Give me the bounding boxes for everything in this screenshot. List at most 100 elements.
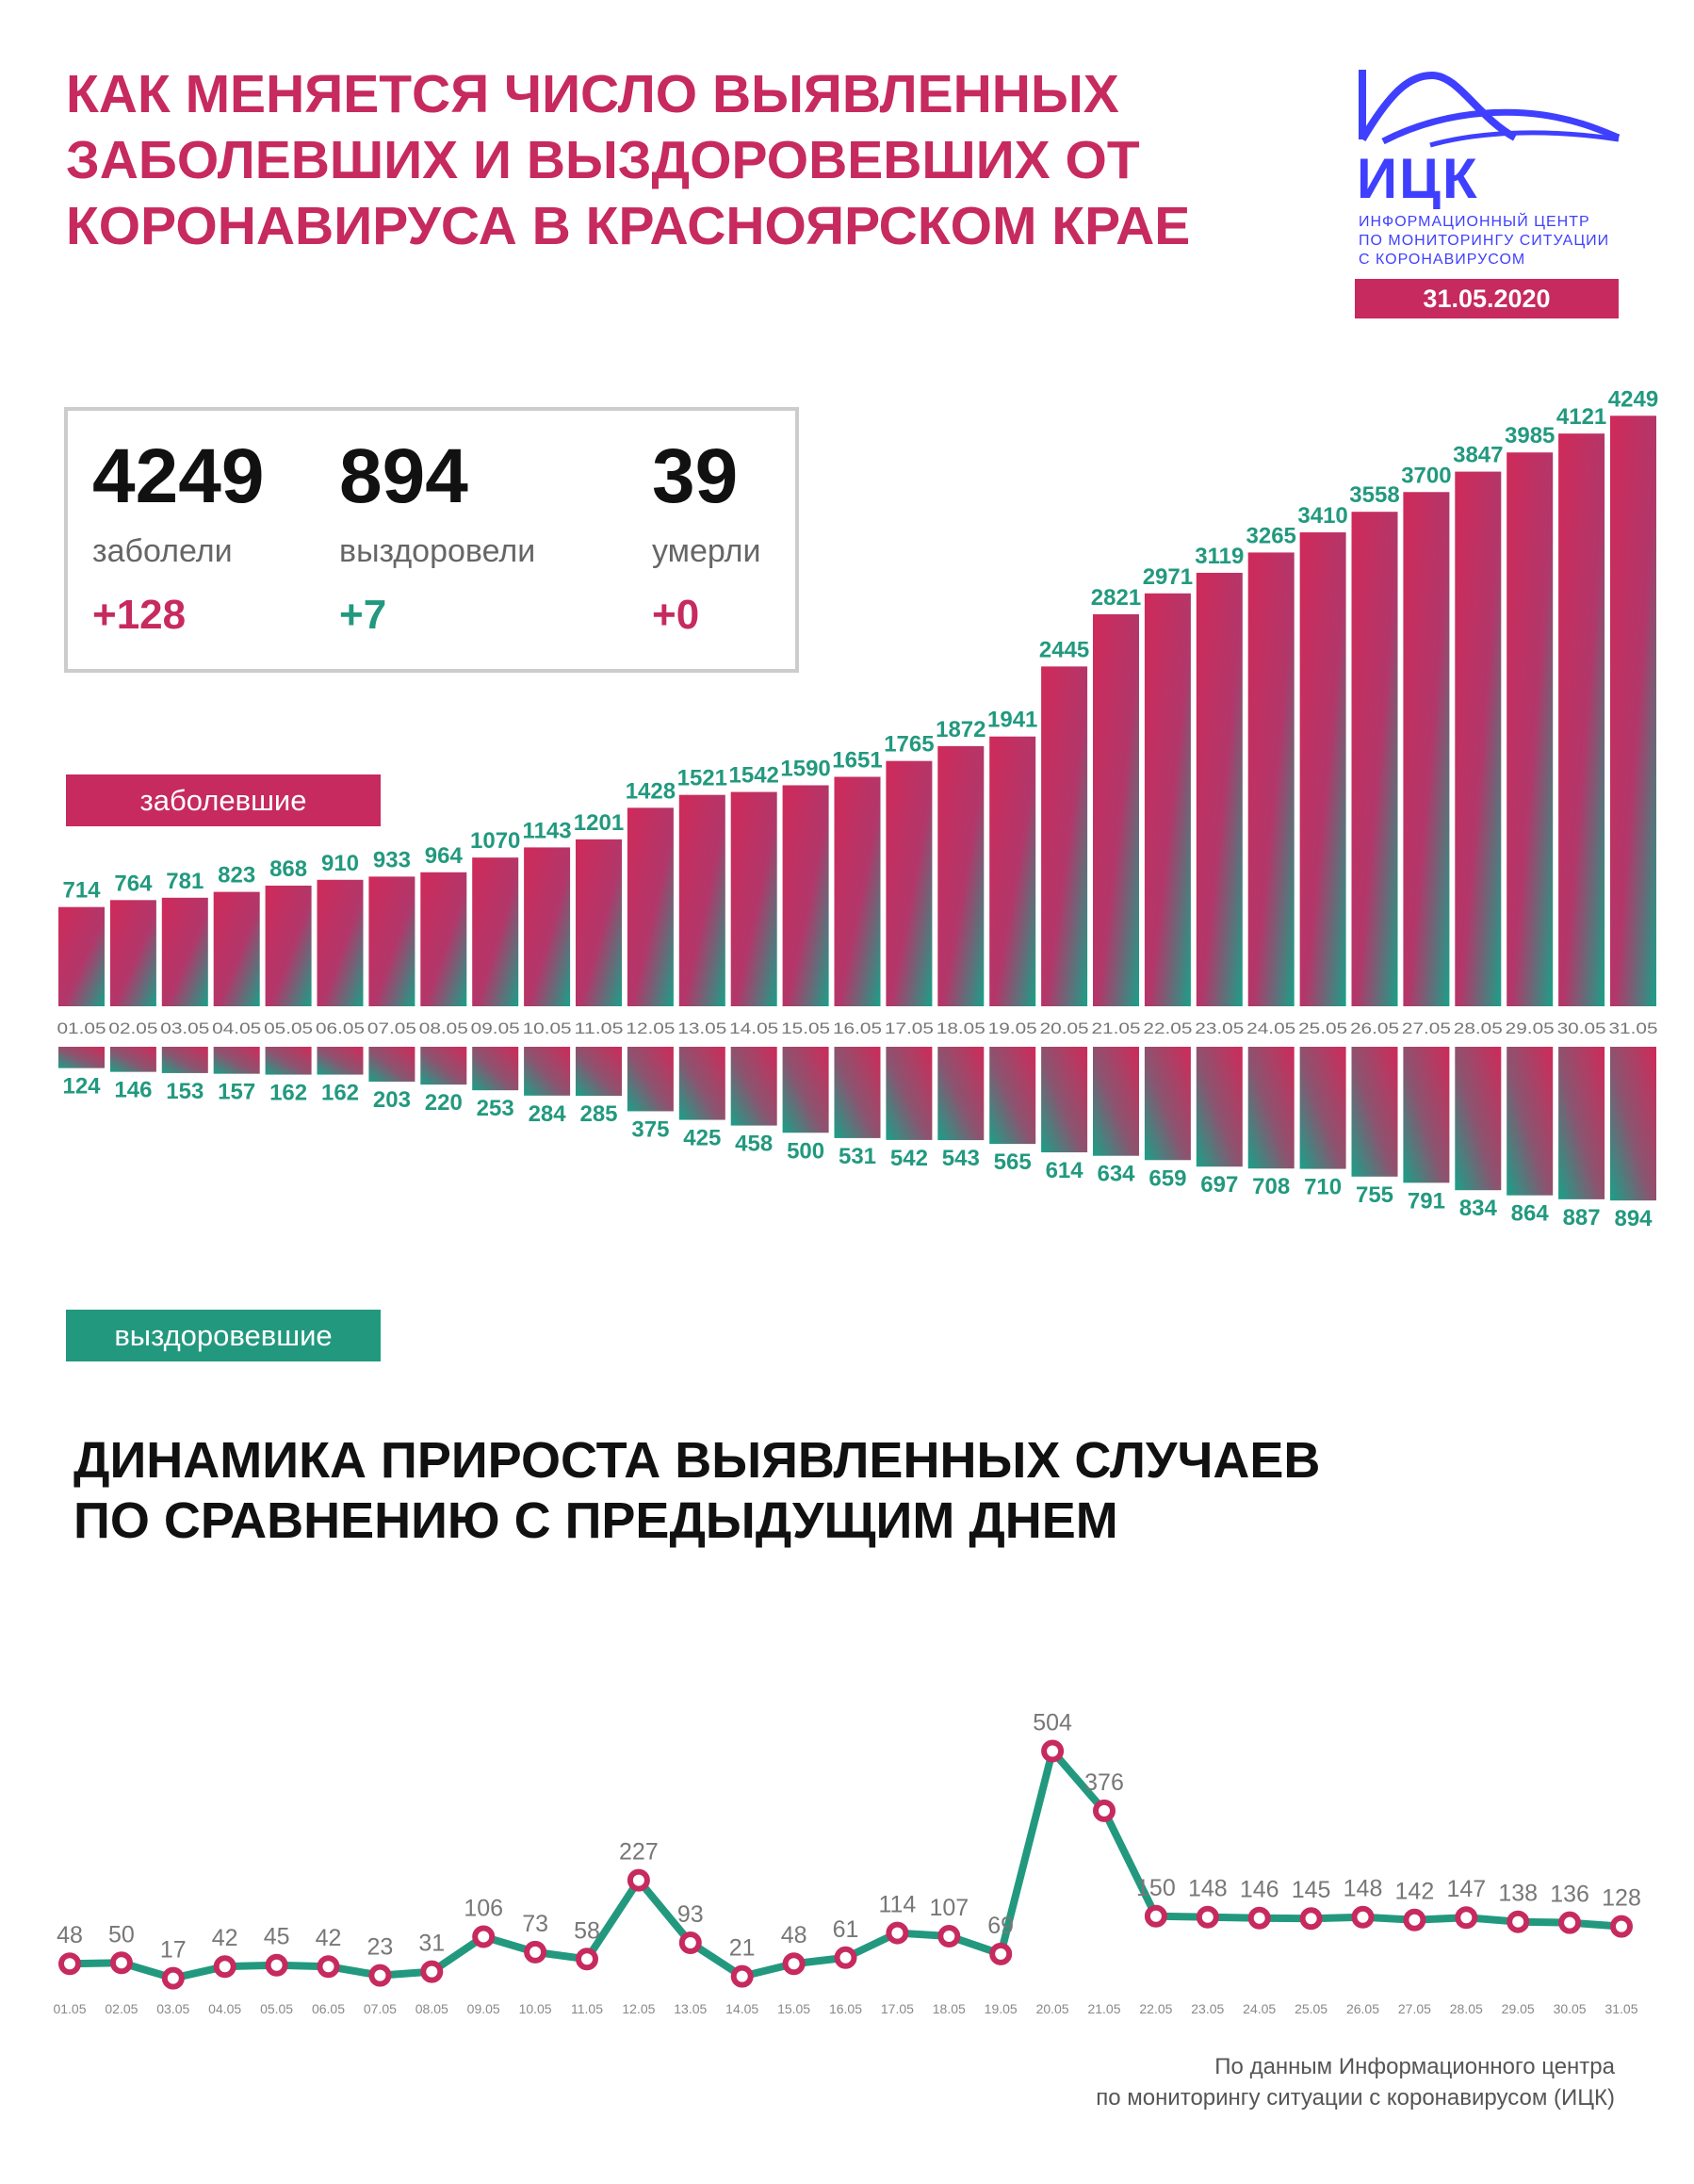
title-line-3: КОРОНАВИРУСА В КРАСНОЯРСКОМ КРАЕ — [66, 196, 1191, 256]
bar-infected-label: 2971 — [1143, 564, 1193, 590]
line-point — [886, 1921, 909, 1945]
tick-label: 25.05 — [1295, 2001, 1328, 2016]
line-point — [576, 1948, 598, 1971]
stat-infected-label: заболели — [92, 533, 233, 569]
bar-recovered — [1144, 1047, 1191, 1161]
line-point — [317, 1955, 340, 1979]
line-point-label: 227 — [619, 1839, 659, 1866]
bar-recovered-label: 708 — [1252, 1174, 1290, 1199]
tick-label: 02.05 — [108, 1019, 157, 1037]
bar-recovered-label: 153 — [166, 1079, 204, 1104]
tick-label: 23.05 — [1195, 1019, 1244, 1037]
bar-infected-label: 3410 — [1297, 503, 1347, 529]
line-point — [1351, 1905, 1375, 1929]
bar-infected — [1351, 512, 1398, 1006]
bar-infected-label: 2821 — [1091, 585, 1141, 611]
line-point-label: 45 — [264, 1924, 290, 1950]
tick-label: 04.05 — [212, 1019, 261, 1037]
bar-infected-label: 1941 — [987, 708, 1037, 733]
bar-recovered-label: 894 — [1614, 1206, 1653, 1231]
tick-label: 23.05 — [1191, 2001, 1224, 2016]
line-point — [782, 1952, 806, 1976]
title-line-2: ЗАБОЛЕВШИХ И ВЫЗДОРОВЕВШИХ ОТ — [66, 130, 1140, 190]
tick-label: 08.05 — [415, 2001, 448, 2016]
stat-deaths-delta: +0 — [652, 592, 700, 638]
tick-label: 27.05 — [1398, 2001, 1431, 2016]
bar-infected — [1299, 532, 1346, 1006]
tick-label: 30.05 — [1557, 1019, 1606, 1037]
bar-recovered — [1299, 1047, 1346, 1169]
bar-infected — [472, 857, 519, 1006]
line-point — [1196, 1905, 1219, 1929]
bar-infected — [627, 807, 674, 1006]
bar-infected — [368, 876, 415, 1006]
tick-label: 31.05 — [1609, 1019, 1658, 1037]
bar-recovered — [265, 1047, 312, 1075]
line-point — [368, 1964, 392, 1987]
bar-infected — [1455, 471, 1502, 1006]
tick-label: 29.05 — [1506, 1019, 1555, 1037]
line-point — [1144, 1904, 1167, 1928]
bar-infected — [58, 906, 105, 1006]
line-series — [69, 1747, 1622, 1982]
bar-recovered-label: 542 — [890, 1146, 928, 1171]
tick-label: 17.05 — [885, 1019, 934, 1037]
tick-label: 04.05 — [208, 2001, 241, 2016]
bar-recovered-label: 864 — [1511, 1201, 1550, 1227]
tick-label: 20.05 — [1036, 2001, 1069, 2016]
bar-infected — [1403, 492, 1450, 1006]
bar-recovered — [317, 1047, 364, 1075]
logo-name: ИЦК — [1357, 147, 1479, 210]
bar-infected-label: 4249 — [1608, 386, 1658, 412]
line-point-label: 107 — [929, 1895, 969, 1921]
tick-label: 16.05 — [833, 1019, 882, 1037]
bar-recovered — [1196, 1047, 1243, 1167]
logo-subtitle-line: ПО МОНИТОРИНГУ СИТУАЦИИ — [1359, 233, 1610, 249]
bar-recovered-label: 614 — [1046, 1158, 1084, 1183]
bar-recovered-label: 500 — [787, 1138, 824, 1164]
stats-box: 4249 заболели +128 894 выздоровели +7 39… — [64, 407, 799, 673]
bar-infected-label: 3558 — [1349, 482, 1399, 508]
line-point — [1507, 1910, 1530, 1933]
tick-label: 31.05 — [1604, 2001, 1637, 2016]
bar-recovered-label: 659 — [1148, 1165, 1186, 1191]
bar-recovered-label: 162 — [269, 1081, 307, 1106]
line-point-label: 138 — [1498, 1881, 1538, 1907]
line-point — [730, 1964, 754, 1988]
tick-label: 24.05 — [1246, 1019, 1295, 1037]
line-point-label: 142 — [1395, 1879, 1435, 1905]
line-point-label: 136 — [1550, 1882, 1589, 1908]
bar-recovered — [1093, 1047, 1139, 1156]
bar-infected-label: 3265 — [1246, 523, 1296, 548]
tick-label: 29.05 — [1502, 2001, 1535, 2016]
tick-label: 24.05 — [1243, 2001, 1276, 2016]
line-point-label: 42 — [212, 1925, 238, 1951]
tick-label: 12.05 — [622, 2001, 655, 2016]
bar-infected-label: 1765 — [884, 732, 934, 758]
bar-infected-label: 3119 — [1195, 544, 1244, 569]
bar-infected — [730, 791, 777, 1006]
bar-infected — [886, 760, 933, 1006]
tick-label: 21.05 — [1087, 2001, 1120, 2016]
bar-infected — [213, 891, 260, 1006]
bar-recovered — [937, 1047, 985, 1141]
bar-recovered-label: 531 — [839, 1144, 876, 1169]
bar-recovered-label: 791 — [1408, 1188, 1445, 1214]
line-point-label: 42 — [316, 1925, 342, 1951]
line-point-label: 31 — [418, 1931, 445, 1957]
tick-label: 10.05 — [519, 2001, 552, 2016]
bar-recovered — [834, 1047, 881, 1138]
tick-label: 19.05 — [988, 1019, 1037, 1037]
tick-label: 08.05 — [419, 1019, 468, 1037]
line-point-label: 504 — [1033, 1710, 1072, 1736]
tick-label: 06.05 — [316, 1019, 365, 1037]
line-point — [834, 1946, 857, 1969]
bar-infected — [1144, 593, 1191, 1006]
bar-recovered — [420, 1047, 467, 1085]
bar-infected — [265, 885, 312, 1006]
logo-subtitle-line: ИНФОРМАЦИОННЫЙ ЦЕНТР — [1359, 214, 1590, 230]
line-point — [989, 1942, 1013, 1965]
line-point — [1247, 1906, 1271, 1930]
line-point — [1403, 1908, 1426, 1931]
bar-recovered-label: 755 — [1356, 1182, 1393, 1208]
